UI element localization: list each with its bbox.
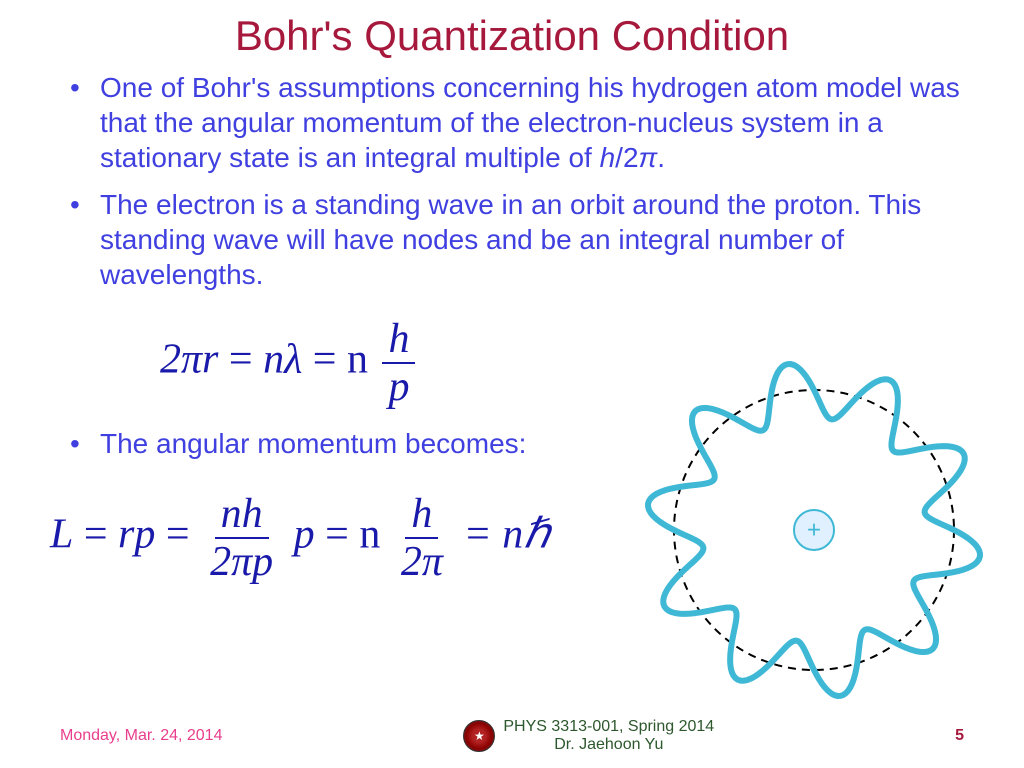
eq1-lhs: 2πr: [160, 337, 218, 383]
footer-course: PHYS 3313-001, Spring 2014: [503, 718, 714, 735]
eq2-f2den: 2π: [395, 539, 449, 583]
bullet-1-post: .: [657, 142, 665, 173]
bullet-1-mid: /2: [615, 142, 638, 173]
eq2-npre: = n: [315, 512, 391, 558]
eq2-nhbar: = nℏ: [453, 512, 550, 558]
eq2-eq1: =: [73, 512, 118, 558]
university-seal-icon: [463, 720, 495, 752]
eq1-frac: hp: [382, 318, 415, 408]
page-number: 5: [955, 727, 964, 745]
eq2-frac1: nh2πp: [204, 493, 279, 583]
slide-footer: Monday, Mar. 24, 2014 PHYS 3313-001, Spr…: [0, 718, 1024, 754]
eq1-eq2: = n: [302, 337, 378, 383]
bullet-1: One of Bohr's assumptions concerning his…: [70, 70, 984, 175]
eq2-f1num: nh: [215, 493, 269, 539]
bullet-1-h: h: [600, 142, 616, 173]
eq2-p: p: [283, 512, 315, 558]
slide-title: Bohr's Quantization Condition: [0, 0, 1024, 70]
bullet-2: The electron is a standing wave in an or…: [70, 187, 984, 292]
footer-center: PHYS 3313-001, Spring 2014 Dr. Jaehoon Y…: [222, 718, 955, 754]
eq1-mid: nλ: [263, 337, 302, 383]
nucleus-plus-icon: +: [807, 517, 821, 544]
footer-course-block: PHYS 3313-001, Spring 2014 Dr. Jaehoon Y…: [503, 718, 714, 754]
footer-date: Monday, Mar. 24, 2014: [60, 727, 222, 745]
bullet-1-pi: π: [639, 142, 658, 173]
bullet-3: The angular momentum becomes:: [70, 426, 630, 461]
eq2-rp: rp: [118, 512, 155, 558]
eq1-eq: =: [218, 337, 263, 383]
eq2-eq2: =: [155, 512, 200, 558]
eq1-den: p: [382, 364, 415, 408]
eq2-f1den: 2πp: [204, 539, 279, 583]
footer-instructor: Dr. Jaehoon Yu: [554, 736, 663, 753]
bullet-list: One of Bohr's assumptions concerning his…: [0, 70, 1024, 292]
standing-wave-diagram: +: [624, 340, 1004, 720]
eq1-num: h: [382, 318, 415, 364]
bullet-1-pre: One of Bohr's assumptions concerning his…: [100, 72, 960, 173]
eq2-frac2: h2π: [395, 493, 449, 583]
eq2-f2num: h: [405, 493, 438, 539]
eq2-L: L: [50, 512, 73, 558]
